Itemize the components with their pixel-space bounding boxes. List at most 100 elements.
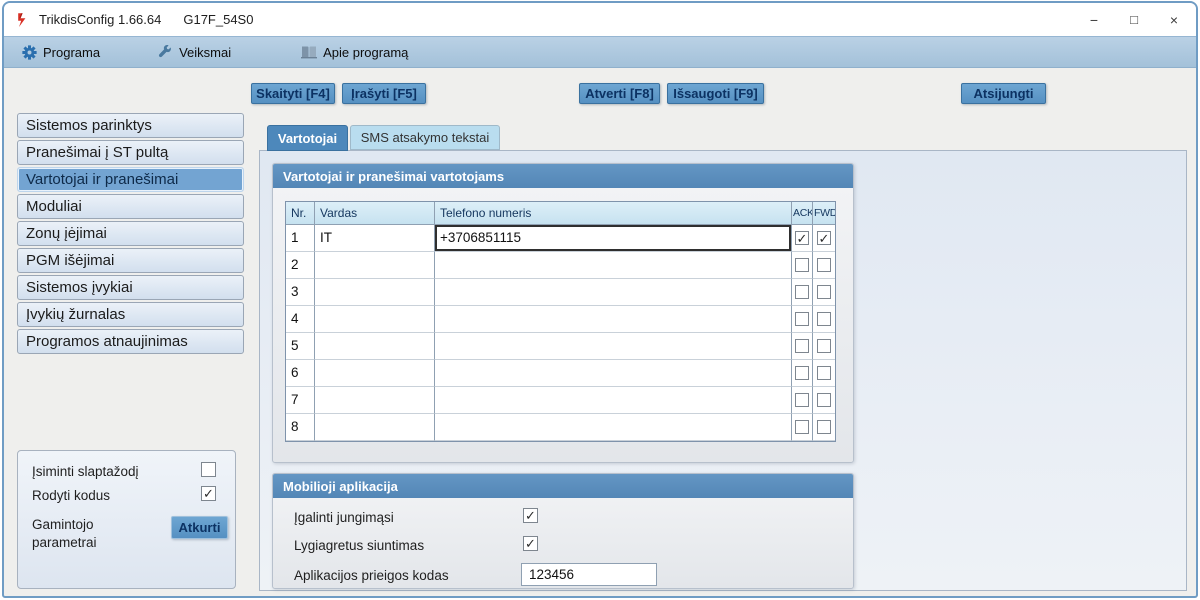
ack-checkbox[interactable] bbox=[795, 420, 809, 434]
fwd-checkbox[interactable] bbox=[817, 339, 831, 353]
fwd-cell bbox=[813, 360, 835, 387]
tab-sms-atsakymo-tekstai[interactable]: SMS atsakymo tekstai bbox=[350, 125, 500, 150]
fwd-cell bbox=[813, 306, 835, 333]
name-cell[interactable] bbox=[315, 279, 435, 306]
ack-cell bbox=[792, 333, 813, 360]
table-row-number-cell: 2 bbox=[286, 252, 315, 279]
table-row-number-cell: 5 bbox=[286, 333, 315, 360]
ack-cell bbox=[792, 252, 813, 279]
sidebar-nav: Sistemos parinktys Pranešimai į ST pultą… bbox=[17, 113, 244, 356]
ack-cell bbox=[792, 279, 813, 306]
disconnect-button[interactable]: Atsijungti bbox=[961, 83, 1046, 104]
table-header-fwd: FWD bbox=[813, 202, 835, 225]
ack-checkbox[interactable] bbox=[795, 312, 809, 326]
fwd-checkbox[interactable]: ✓ bbox=[817, 230, 831, 246]
app-access-code-input[interactable] bbox=[521, 563, 657, 586]
gear-icon bbox=[22, 44, 37, 60]
app-logo-icon bbox=[15, 12, 31, 28]
fwd-cell bbox=[813, 279, 835, 306]
ack-checkbox[interactable] bbox=[795, 258, 809, 272]
ack-checkbox[interactable]: ✓ bbox=[795, 230, 809, 246]
ack-cell: ✓ bbox=[792, 225, 813, 252]
fwd-cell bbox=[813, 387, 835, 414]
sidebar-item-vartotojai-ir-pranesimai[interactable]: Vartotojai ir pranešimai bbox=[17, 167, 244, 192]
phone-cell[interactable] bbox=[435, 414, 792, 441]
tab-vartotojai[interactable]: Vartotojai bbox=[267, 125, 348, 151]
ack-cell bbox=[792, 414, 813, 441]
name-cell[interactable] bbox=[315, 360, 435, 387]
table-row-number-cell: 6 bbox=[286, 360, 315, 387]
window-title: TrikdisConfig 1.66.64 bbox=[39, 12, 162, 27]
fwd-checkbox[interactable] bbox=[817, 312, 831, 326]
open-button[interactable]: Atverti [F8] bbox=[579, 83, 660, 104]
sidebar-footer-box: Įsiminti slaptažodį Rodyti kodus ✓ Gamin… bbox=[17, 450, 236, 589]
name-cell[interactable] bbox=[315, 387, 435, 414]
name-cell[interactable]: IT bbox=[315, 225, 435, 252]
menu-item-label: Veiksmai bbox=[179, 44, 232, 60]
phone-cell[interactable] bbox=[435, 279, 792, 306]
ack-checkbox[interactable] bbox=[795, 366, 809, 380]
table-row-number-cell: 4 bbox=[286, 306, 315, 333]
phone-cell[interactable] bbox=[435, 360, 792, 387]
ack-checkbox[interactable] bbox=[795, 285, 809, 299]
ack-checkbox[interactable] bbox=[795, 339, 809, 353]
window-controls: − □ × bbox=[1074, 3, 1194, 36]
factory-settings-label-line2: parametrai bbox=[32, 535, 97, 550]
remember-password-checkbox[interactable] bbox=[201, 462, 216, 477]
write-button[interactable]: Įrašyti [F5] bbox=[342, 83, 426, 104]
menu-bar: Programa Veiksmai Apie programą bbox=[4, 36, 1196, 68]
fwd-checkbox[interactable] bbox=[817, 366, 831, 380]
show-codes-label: Rodyti kodus bbox=[32, 488, 111, 503]
title-bar: TrikdisConfig 1.66.64 G17F_54S0 − □ × bbox=[4, 3, 1196, 36]
ack-checkbox[interactable] bbox=[795, 393, 809, 407]
ack-cell bbox=[792, 306, 813, 333]
name-cell[interactable] bbox=[315, 414, 435, 441]
close-button[interactable]: × bbox=[1169, 11, 1179, 28]
menu-item-label: Apie programą bbox=[323, 44, 409, 60]
sidebar-item-ivykiu-zurnalas[interactable]: Įvykių žurnalas bbox=[17, 302, 244, 327]
sidebar-item-zonu-iejimai[interactable]: Zonų įėjimai bbox=[17, 221, 244, 246]
sidebar-item-sistemos-ivykiai[interactable]: Sistemos įvykiai bbox=[17, 275, 244, 300]
mobile-app-groupbox: Mobilioji aplikacija bbox=[272, 473, 854, 589]
fwd-checkbox[interactable] bbox=[817, 285, 831, 299]
restore-button[interactable]: Atkurti bbox=[171, 516, 228, 539]
phone-cell[interactable] bbox=[435, 252, 792, 279]
app-access-code-label: Aplikacijos prieigos kodas bbox=[294, 568, 449, 583]
sidebar-item-moduliai[interactable]: Moduliai bbox=[17, 194, 244, 219]
phone-cell[interactable] bbox=[435, 306, 792, 333]
phone-cell[interactable] bbox=[435, 333, 792, 360]
fwd-checkbox[interactable] bbox=[817, 393, 831, 407]
sidebar-item-programos-atnaujinimas[interactable]: Programos atnaujinimas bbox=[17, 329, 244, 354]
minimize-button[interactable]: − bbox=[1089, 11, 1099, 28]
show-codes-checkbox[interactable]: ✓ bbox=[201, 486, 216, 501]
enable-login-checkbox[interactable]: ✓ bbox=[523, 508, 538, 523]
name-cell[interactable] bbox=[315, 333, 435, 360]
sidebar-item-sistemos-parinktys[interactable]: Sistemos parinktys bbox=[17, 113, 244, 138]
fwd-cell bbox=[813, 414, 835, 441]
table-header-nr: Nr. bbox=[286, 202, 315, 225]
name-cell[interactable] bbox=[315, 306, 435, 333]
save-button[interactable]: Išsaugoti [F9] bbox=[667, 83, 764, 104]
fwd-checkbox[interactable] bbox=[817, 420, 831, 434]
table-row-number-cell: 8 bbox=[286, 414, 315, 441]
phone-cell[interactable]: +3706851115 bbox=[435, 225, 792, 252]
sidebar-item-pgm-isejimai[interactable]: PGM išėjimai bbox=[17, 248, 244, 273]
factory-settings-label-line1: Gamintojo bbox=[32, 517, 94, 532]
parallel-sending-checkbox[interactable]: ✓ bbox=[523, 536, 538, 551]
maximize-button[interactable]: □ bbox=[1130, 12, 1138, 27]
phone-cell[interactable] bbox=[435, 387, 792, 414]
menu-item-veiksmai[interactable]: Veiksmai bbox=[152, 37, 237, 67]
name-cell[interactable] bbox=[315, 252, 435, 279]
menu-item-programa[interactable]: Programa bbox=[16, 37, 106, 67]
enable-login-label: Įgalinti jungimąsi bbox=[294, 510, 394, 525]
read-button[interactable]: Skaityti [F4] bbox=[251, 83, 335, 104]
fwd-cell bbox=[813, 252, 835, 279]
mobile-app-groupbox-header: Mobilioji aplikacija bbox=[273, 474, 853, 498]
users-table: Nr. Vardas Telefono numeris ACK FWD 1 IT +37068… bbox=[285, 201, 836, 442]
fwd-checkbox[interactable] bbox=[817, 258, 831, 272]
sidebar-item-pranesimai-st-pulta[interactable]: Pranešimai į ST pultą bbox=[17, 140, 244, 165]
ack-cell bbox=[792, 387, 813, 414]
menu-item-label: Programa bbox=[43, 44, 101, 60]
menu-item-apie-programa[interactable]: Apie programą bbox=[295, 37, 414, 67]
